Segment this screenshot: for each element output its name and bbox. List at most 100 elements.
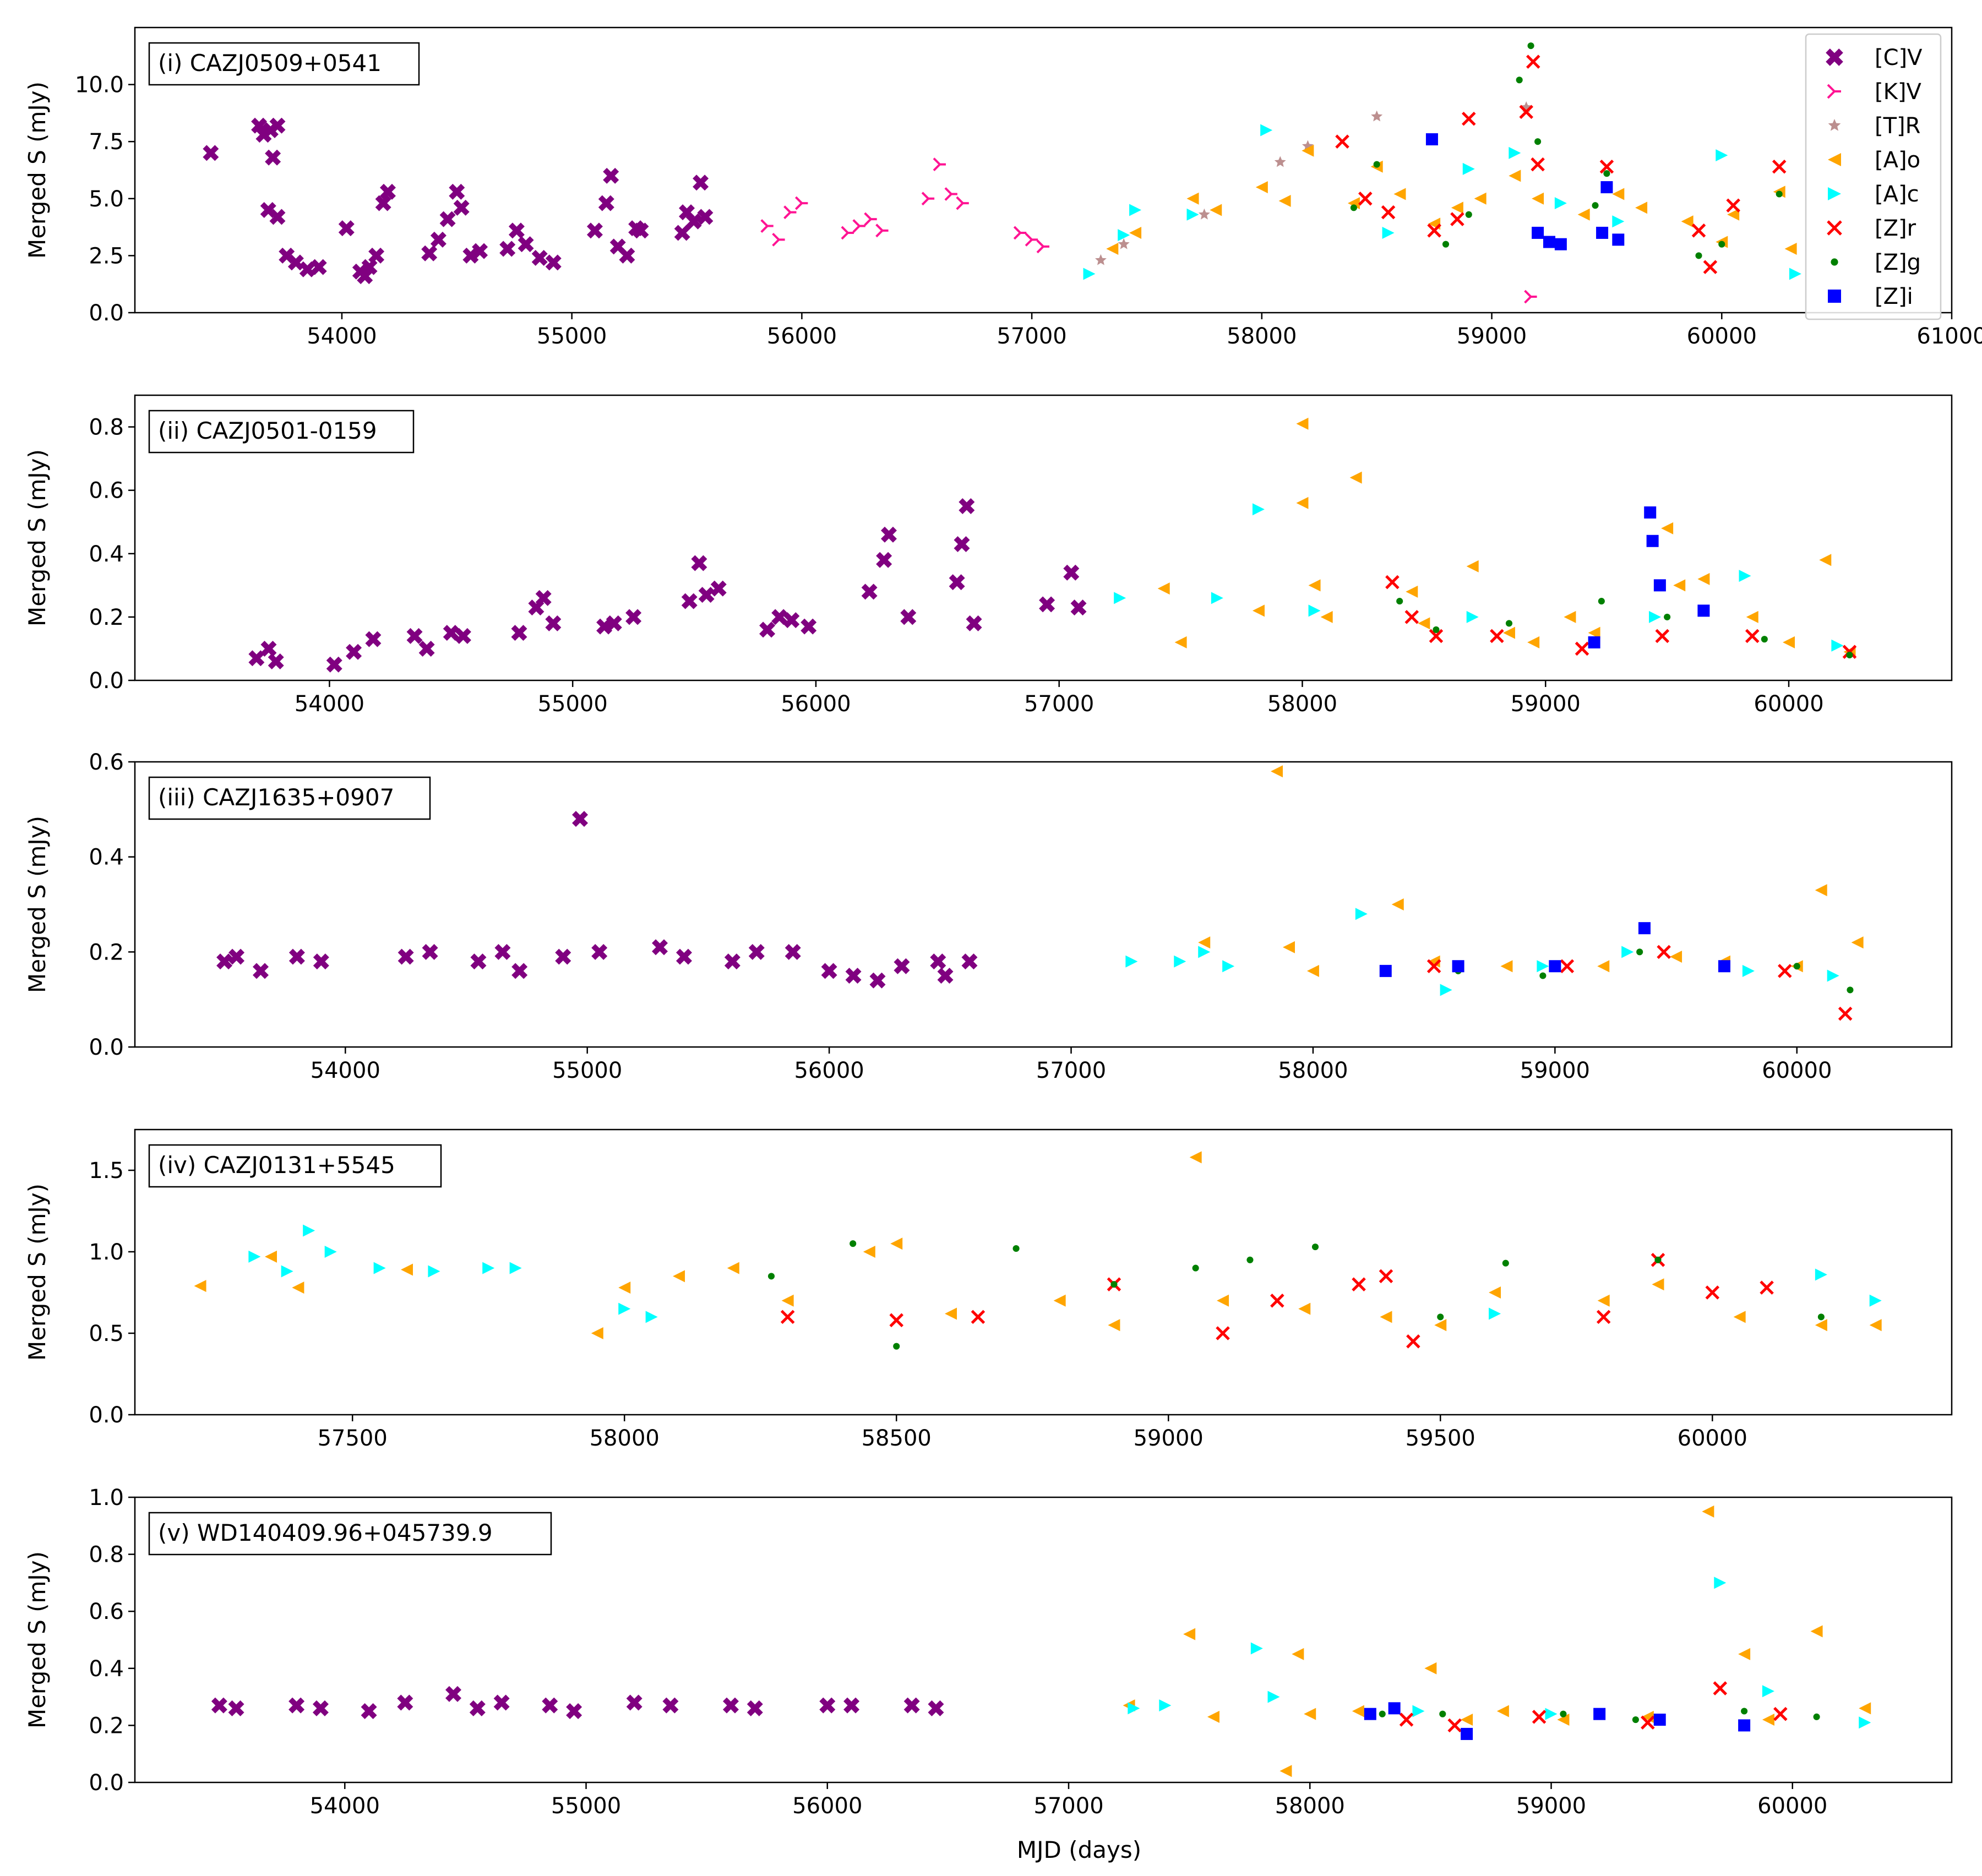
data-point [194, 1280, 206, 1293]
data-point [1577, 208, 1590, 221]
data-point [1118, 229, 1130, 242]
data-point [1739, 570, 1751, 582]
y-axis-label: Merged S (mJy) [24, 1551, 51, 1728]
data-point [1746, 610, 1758, 623]
data-point [1271, 765, 1283, 778]
data-point [379, 183, 396, 200]
data-point [1773, 1706, 1788, 1721]
data-point [1733, 1311, 1746, 1323]
data-point [1302, 144, 1314, 157]
data-point [759, 621, 776, 638]
data-point [1500, 960, 1513, 973]
data-point [269, 209, 286, 225]
data-point [368, 247, 385, 264]
data-point [652, 939, 668, 956]
data-point [685, 213, 702, 230]
x-tick-label: 58000 [1275, 1793, 1345, 1819]
x-tick-label: 58000 [1227, 324, 1297, 349]
y-tick-label: 0.2 [89, 605, 124, 630]
panel-1-data [203, 42, 1801, 304]
data-point [1452, 960, 1464, 973]
data-point [1466, 610, 1479, 623]
data-point [1789, 268, 1801, 280]
data-point [1652, 1278, 1664, 1291]
data-point [1364, 1708, 1376, 1720]
data-point [1762, 1714, 1774, 1726]
x-tick-label: 57000 [1024, 691, 1094, 717]
y-tick-label: 0.0 [89, 1403, 124, 1428]
data-point [794, 196, 808, 210]
data-point [288, 948, 305, 965]
data-point [1311, 1244, 1319, 1251]
data-point [1575, 641, 1589, 656]
data-point [1793, 963, 1800, 970]
data-point [1385, 575, 1400, 590]
panel-2: 54000 55000 56000 57000 58000 59000 60000 0.0 0.… [24, 394, 1953, 717]
data-point [1681, 215, 1694, 228]
data-point [1670, 950, 1682, 963]
data-point [921, 192, 935, 206]
data-point [863, 1246, 875, 1258]
data-point [971, 1310, 985, 1324]
axes-frame [134, 761, 1953, 1048]
data-point [1524, 290, 1537, 304]
axes-frame [134, 26, 1953, 314]
data-point [1437, 1313, 1444, 1321]
data-point [312, 1700, 329, 1716]
data-point [1532, 192, 1544, 205]
data-point [1657, 945, 1671, 959]
data-point [1198, 208, 1210, 220]
data-point [1745, 629, 1760, 643]
x-tick-label: 54000 [307, 324, 377, 349]
data-point [900, 609, 917, 625]
data-point [697, 209, 714, 225]
data-point [966, 615, 982, 631]
y-tick-label: 0.0 [89, 668, 124, 694]
y-tick-label: 0.4 [89, 1656, 124, 1682]
y-tick-label: 0.8 [89, 415, 124, 440]
data-point [1406, 1334, 1420, 1349]
data-point [1450, 212, 1464, 226]
data-point [1466, 560, 1479, 572]
y-tick-label: 0.2 [89, 940, 124, 965]
data-point [455, 628, 471, 644]
data-point [1727, 208, 1740, 221]
data-point [1646, 535, 1659, 547]
series-a-c [1128, 1577, 1871, 1729]
data-point [292, 1281, 304, 1294]
legend-label: [A]c [1875, 182, 1919, 207]
data-point [1255, 181, 1268, 194]
y-tick-label: 1.0 [89, 1240, 124, 1265]
panel-title-box [148, 410, 415, 454]
data-point [1053, 1294, 1066, 1307]
data-point [1702, 1505, 1714, 1518]
data-point [1597, 1294, 1610, 1307]
data-point [933, 157, 946, 172]
data-point [1198, 946, 1211, 958]
data-point [944, 187, 957, 201]
data-point [1718, 960, 1730, 973]
legend-entry: [Z]r [1827, 216, 1916, 241]
data-point [1380, 1311, 1392, 1323]
data-point [783, 205, 797, 220]
data-point [1296, 497, 1309, 509]
data-point [1527, 42, 1534, 50]
series-z-g [1455, 948, 1854, 994]
legend-marker [1828, 187, 1841, 200]
data-point [430, 231, 447, 248]
data-point [1352, 1277, 1366, 1291]
series-a-o [194, 1151, 1882, 1339]
data-point [1869, 1319, 1882, 1332]
data-point [903, 1697, 920, 1714]
data-point [767, 1273, 775, 1280]
x-tick-label: 60000 [1754, 691, 1823, 717]
legend-marker [1828, 119, 1841, 131]
data-point [1557, 1714, 1570, 1726]
data-point [1083, 268, 1096, 280]
data-point [1447, 1718, 1462, 1733]
data-point [586, 222, 603, 239]
data-point [1738, 1719, 1751, 1732]
data-point [1404, 610, 1419, 624]
legend-marker [1827, 220, 1842, 236]
